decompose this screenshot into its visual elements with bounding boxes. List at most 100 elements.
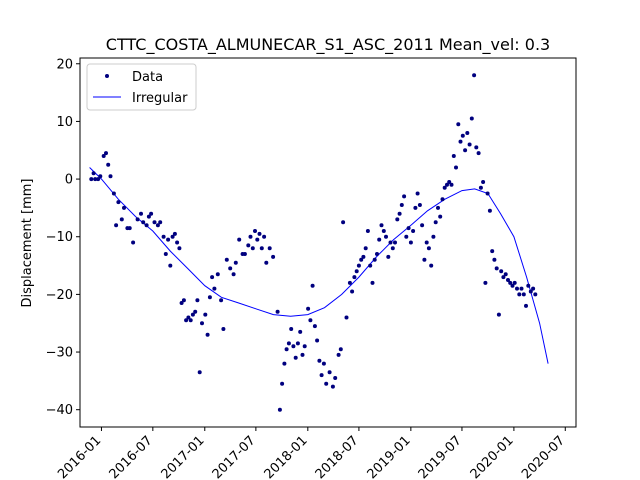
- data-point: [413, 205, 418, 210]
- data-point: [372, 257, 377, 262]
- data-point: [181, 298, 186, 303]
- data-point: [429, 263, 434, 268]
- data-point: [449, 182, 454, 187]
- data-point: [177, 246, 182, 251]
- data-point: [333, 376, 338, 380]
- data-point: [417, 203, 422, 207]
- data-point: [354, 269, 359, 274]
- data-point: [503, 272, 508, 277]
- data-point: [361, 254, 366, 259]
- data-point: [467, 142, 472, 147]
- data-point: [344, 315, 349, 320]
- legend: Data Irregular: [86, 63, 197, 111]
- data-point: [363, 246, 368, 251]
- data-point: [291, 344, 296, 349]
- data-point: [384, 234, 388, 239]
- data-point: [114, 223, 119, 228]
- data-point: [317, 358, 322, 363]
- data-point: [253, 229, 257, 233]
- data-point: [399, 203, 404, 207]
- data-point: [330, 384, 335, 389]
- data-point: [300, 352, 305, 357]
- data-point: [456, 122, 461, 127]
- data-point: [155, 223, 160, 228]
- data-point: [420, 223, 425, 228]
- data-point: [106, 162, 111, 167]
- data-point: [306, 306, 311, 311]
- data-point: [375, 252, 379, 256]
- axes-frame: [79, 57, 577, 428]
- data-point: [442, 185, 447, 190]
- data-point: [111, 191, 116, 196]
- data-point: [426, 246, 431, 251]
- data-point: [381, 229, 386, 233]
- y-tick-label: −30: [46, 346, 73, 361]
- data-point: [141, 220, 146, 225]
- data-point: [496, 312, 501, 317]
- data-point: [319, 373, 324, 378]
- data-point: [96, 177, 101, 182]
- data-point: [433, 220, 438, 225]
- data-point: [341, 220, 346, 225]
- data-point: [242, 252, 247, 256]
- data-point: [526, 283, 531, 288]
- data-point: [454, 165, 458, 170]
- data-point: [386, 254, 391, 259]
- y-tick-label: 10: [56, 115, 73, 130]
- data-point: [161, 234, 166, 239]
- data-point: [277, 407, 282, 412]
- data-point: [166, 237, 171, 242]
- data-point: [172, 231, 177, 236]
- y-tick-label: −20: [46, 288, 73, 303]
- data-point: [310, 283, 315, 288]
- data-point: [472, 73, 477, 78]
- data-point: [193, 309, 198, 314]
- data-point: [476, 151, 481, 156]
- data-point: [231, 272, 236, 277]
- data-point: [212, 286, 217, 291]
- data-point: [490, 249, 495, 254]
- data-point: [175, 240, 180, 245]
- y-tick-label: −40: [46, 403, 73, 418]
- data-point: [246, 243, 251, 248]
- data-point: [393, 240, 397, 245]
- data-point: [531, 286, 536, 291]
- data-point: [190, 312, 195, 317]
- data-point: [463, 148, 468, 153]
- data-point: [406, 226, 411, 231]
- data-point: [302, 344, 307, 349]
- data-point: [492, 257, 497, 262]
- data-point: [519, 286, 524, 291]
- data-point: [415, 191, 420, 196]
- data-point: [422, 257, 427, 262]
- data-point: [233, 260, 238, 265]
- data-point: [402, 194, 407, 199]
- data-point: [104, 151, 108, 156]
- data-point: [338, 347, 343, 352]
- data-point: [184, 318, 189, 323]
- data-point: [224, 257, 229, 262]
- data-point: [250, 246, 255, 251]
- data-point: [494, 266, 499, 271]
- data-point: [465, 131, 470, 135]
- data-point: [379, 223, 384, 228]
- data-point: [237, 237, 242, 242]
- data-point: [264, 260, 269, 265]
- data-point: [424, 240, 429, 245]
- data-point: [533, 292, 538, 297]
- data-point: [163, 252, 168, 256]
- data-point: [359, 257, 364, 262]
- data-point: [219, 298, 224, 303]
- data-point: [135, 217, 140, 222]
- data-point: [139, 211, 143, 216]
- legend-box: [86, 63, 197, 111]
- data-point: [257, 231, 262, 236]
- data-point: [144, 223, 149, 228]
- data-point: [510, 283, 515, 288]
- data-point: [248, 234, 253, 239]
- data-point: [395, 217, 400, 222]
- data-point: [431, 234, 436, 239]
- data-point: [478, 185, 483, 190]
- data-point: [293, 355, 298, 360]
- data-point: [158, 220, 163, 225]
